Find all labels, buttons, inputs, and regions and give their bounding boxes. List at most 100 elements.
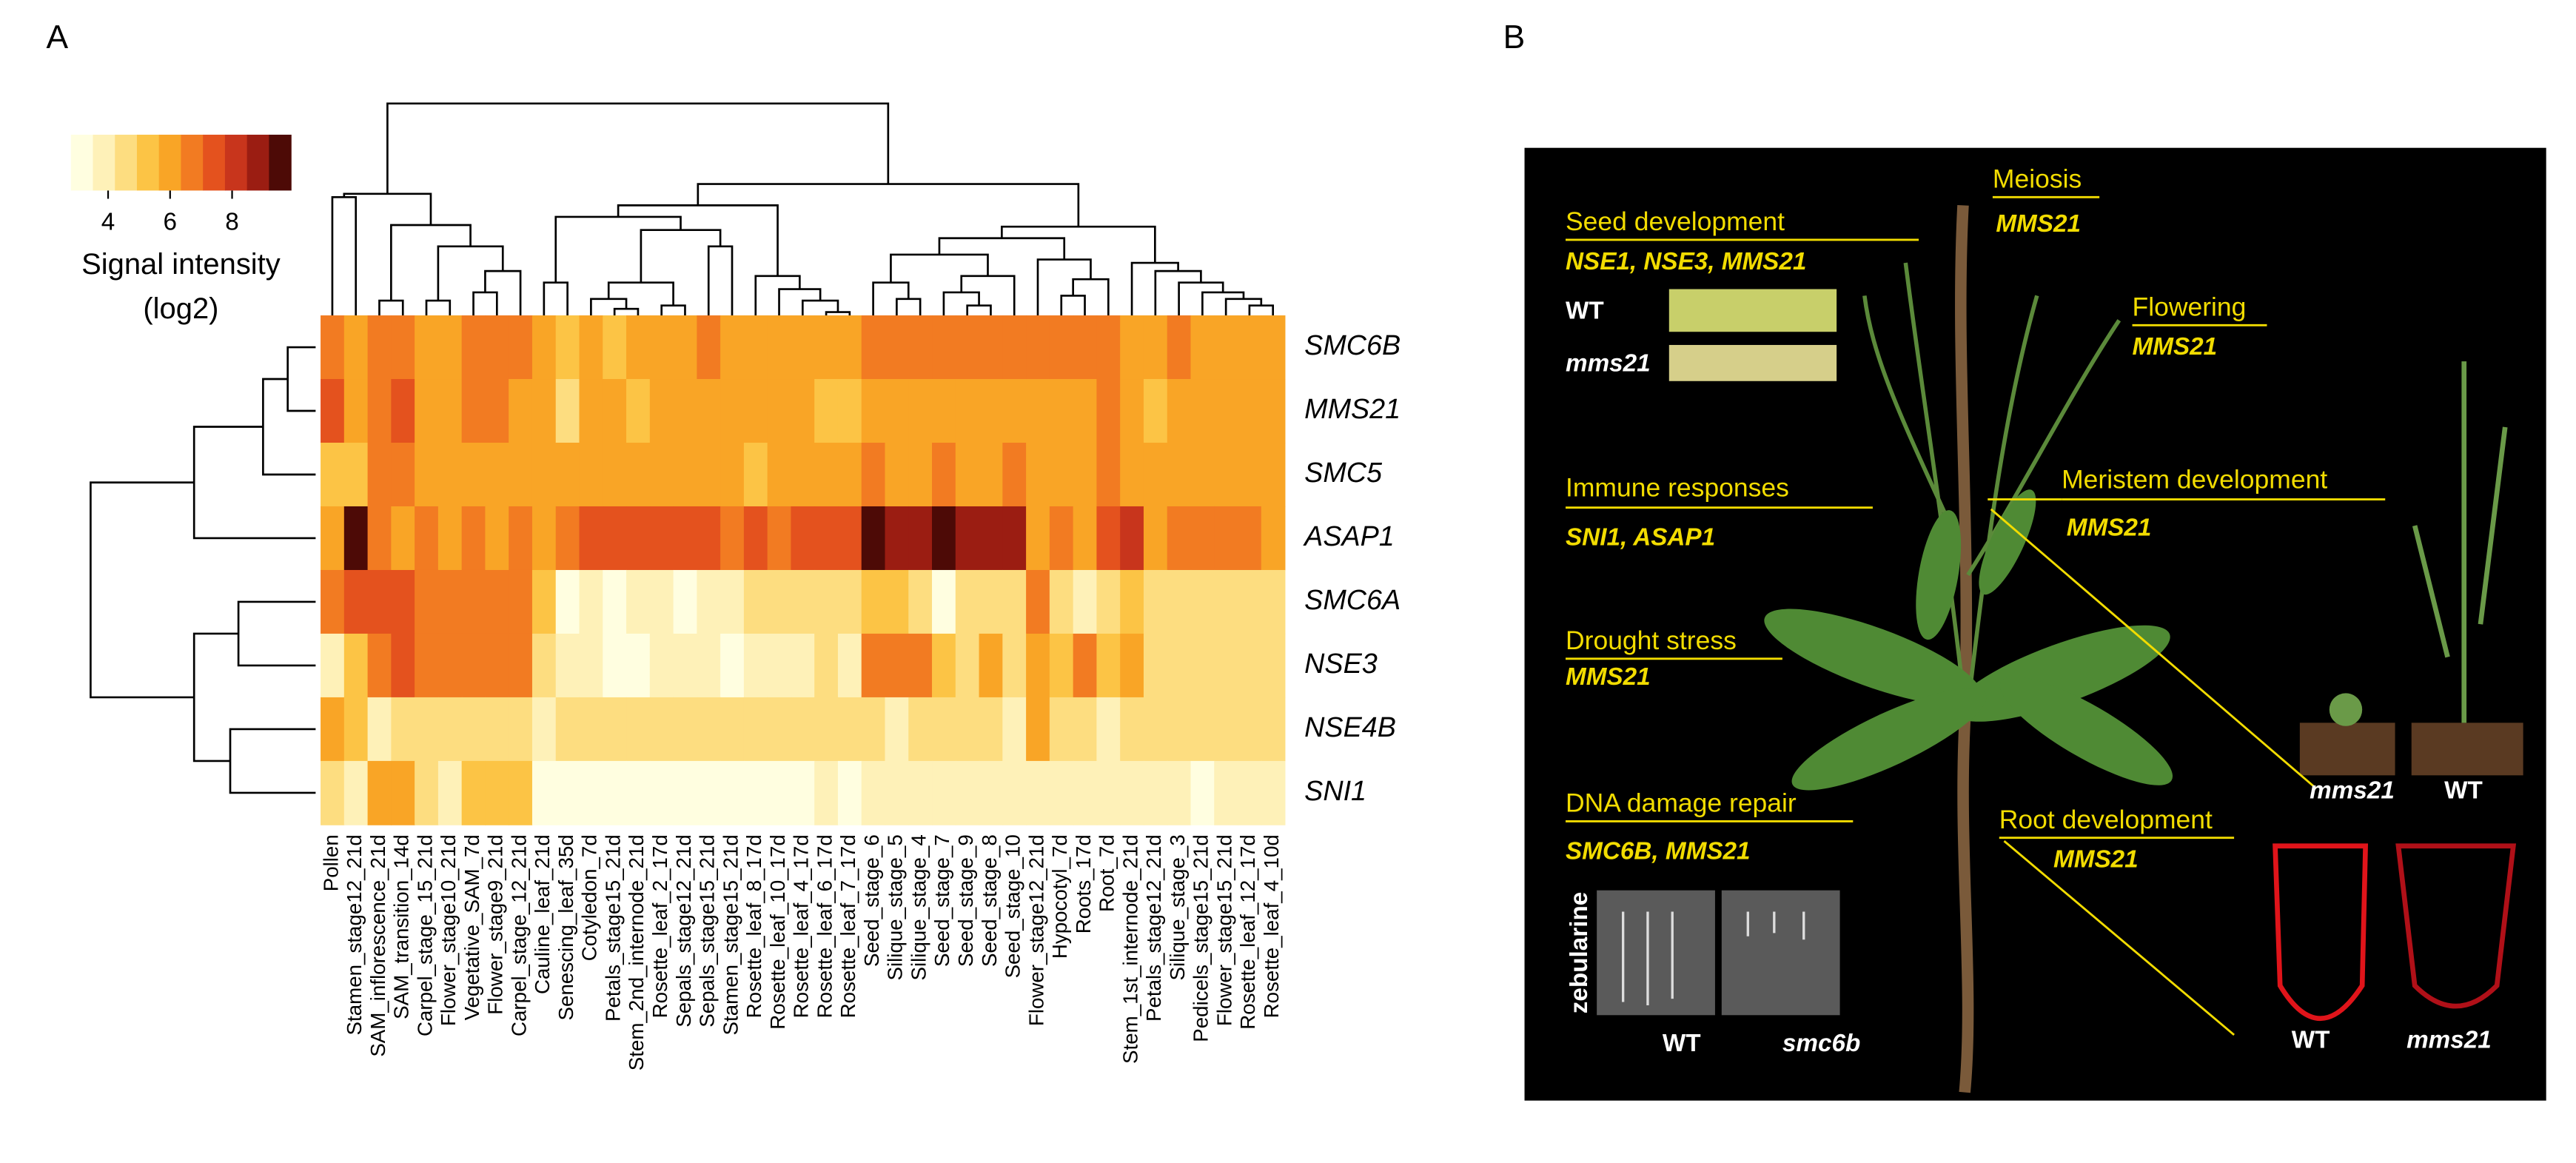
heatmap-cell bbox=[767, 760, 792, 825]
heatmap-cell bbox=[321, 760, 345, 825]
column-label: Petals_stage15_21d bbox=[601, 834, 624, 1022]
heatmap-cell bbox=[885, 633, 910, 698]
heatmap-cell bbox=[1073, 760, 1098, 825]
heatmap-cell bbox=[791, 569, 816, 634]
heatmap-cell bbox=[343, 760, 369, 825]
heatmap-cell bbox=[1026, 443, 1050, 507]
heatmap-cell bbox=[720, 697, 745, 762]
heatmap-cell bbox=[531, 697, 557, 762]
heatmap-cell bbox=[697, 379, 722, 443]
heatmap-cell bbox=[367, 315, 392, 380]
column-label: Stem_1st_internode_21d bbox=[1118, 834, 1141, 1064]
heatmap-cell bbox=[955, 443, 980, 507]
column-label: Flower_stage9_21d bbox=[484, 834, 507, 1014]
heatmap-cell bbox=[885, 379, 910, 443]
annotation: Drought stress bbox=[1566, 626, 1737, 655]
colorbar-swatch bbox=[269, 134, 292, 191]
heatmap-cell bbox=[437, 315, 463, 380]
heatmap-cell bbox=[720, 315, 745, 380]
heatmap-cell bbox=[1002, 315, 1027, 380]
heatmap-cell bbox=[955, 379, 980, 443]
pot bbox=[2299, 723, 2395, 776]
heatmap-cell bbox=[367, 697, 392, 762]
column-label: Carpel_stage_12_21d bbox=[507, 834, 530, 1036]
heatmap-cell bbox=[837, 569, 862, 634]
heatmap-cell bbox=[1096, 760, 1121, 825]
annotation: zebularine bbox=[1566, 892, 1593, 1014]
heatmap-cell bbox=[1261, 569, 1286, 634]
heatmap-cell bbox=[555, 697, 580, 762]
heatmap-cell bbox=[415, 315, 439, 380]
heatmap-cell bbox=[743, 379, 768, 443]
heatmap-cell bbox=[861, 506, 886, 571]
column-label: Rosette_leaf_4_17d bbox=[790, 834, 813, 1018]
annotation: MMS21 bbox=[1996, 210, 2081, 238]
heatmap-cell bbox=[1238, 697, 1262, 762]
annotation: Meristem development bbox=[2062, 465, 2327, 495]
heatmap-cell bbox=[908, 633, 933, 698]
heatmap-cell bbox=[767, 443, 792, 507]
heatmap-cell bbox=[343, 379, 369, 443]
heatmap-cell bbox=[1143, 569, 1168, 634]
heatmap-cell bbox=[555, 443, 580, 507]
heatmap-cell bbox=[603, 315, 627, 380]
heatmap-cell bbox=[415, 760, 439, 825]
heatmap-cell bbox=[767, 506, 792, 571]
heatmap-cell bbox=[461, 760, 486, 825]
heatmap-cell bbox=[391, 697, 416, 762]
heatmap-cell bbox=[1049, 443, 1074, 507]
heatmap-cell bbox=[1002, 506, 1027, 571]
dendrogram-branch bbox=[286, 346, 316, 412]
heatmap-cell bbox=[1026, 760, 1050, 825]
heatmap-cell bbox=[791, 379, 816, 443]
heatmap-cell bbox=[837, 315, 862, 380]
heatmap-cell bbox=[555, 633, 580, 698]
heatmap-cell bbox=[1167, 569, 1192, 634]
dendrogram-branch bbox=[890, 253, 989, 283]
heatmap-cell bbox=[861, 379, 886, 443]
colorbar-tick-label: 6 bbox=[164, 209, 178, 236]
heatmap-cell bbox=[767, 569, 792, 634]
heatmap-cell bbox=[1073, 443, 1098, 507]
heatmap-cell bbox=[461, 506, 486, 571]
column-label: SAM_inflorescence_21d bbox=[366, 834, 389, 1056]
heatmap-cell bbox=[321, 443, 345, 507]
heatmap-cell bbox=[485, 697, 510, 762]
heatmap-cell bbox=[861, 443, 886, 507]
heatmap-cell bbox=[837, 760, 862, 825]
heatmap-cell bbox=[673, 760, 698, 825]
heatmap-cell bbox=[415, 697, 439, 762]
annotation: MMS21 bbox=[2067, 514, 2152, 541]
heatmap-cell bbox=[321, 697, 345, 762]
heatmap-cell bbox=[791, 760, 816, 825]
heatmap-cell bbox=[767, 315, 792, 380]
column-label: Flower_stage12_21d bbox=[1024, 834, 1047, 1026]
heatmap-cell bbox=[1190, 633, 1215, 698]
colorbar-swatch bbox=[224, 134, 248, 191]
heatmap-cell bbox=[697, 315, 722, 380]
heatmap-cell bbox=[649, 506, 674, 571]
annotation-lines bbox=[1565, 195, 2386, 1036]
column-label: Seed_stage_6 bbox=[860, 834, 883, 967]
heatmap-cell bbox=[509, 379, 533, 443]
column-label: Flower_stage10_21d bbox=[437, 834, 460, 1026]
heatmap-cell bbox=[1238, 443, 1262, 507]
column-label: Cotyledon_7d bbox=[578, 834, 601, 961]
heatmap-cell bbox=[1002, 443, 1027, 507]
annotation: WT bbox=[1566, 297, 1604, 324]
heatmap-cell bbox=[743, 633, 768, 698]
colorbar-label: Signal intensity bbox=[81, 248, 281, 281]
heatmap-cell bbox=[343, 633, 369, 698]
heatmap-cell bbox=[367, 443, 392, 507]
heatmap-cell bbox=[720, 760, 745, 825]
heatmap-cell bbox=[1238, 379, 1262, 443]
heatmap-cell bbox=[603, 633, 627, 698]
heatmap-cell bbox=[885, 506, 910, 571]
heatmap-cell bbox=[1026, 697, 1050, 762]
heatmap-cell bbox=[1214, 506, 1238, 571]
heatmap-cell bbox=[1073, 633, 1098, 698]
heatmap-cell bbox=[485, 569, 510, 634]
heatmap-cell bbox=[1190, 697, 1215, 762]
heatmap-cell bbox=[1214, 379, 1238, 443]
